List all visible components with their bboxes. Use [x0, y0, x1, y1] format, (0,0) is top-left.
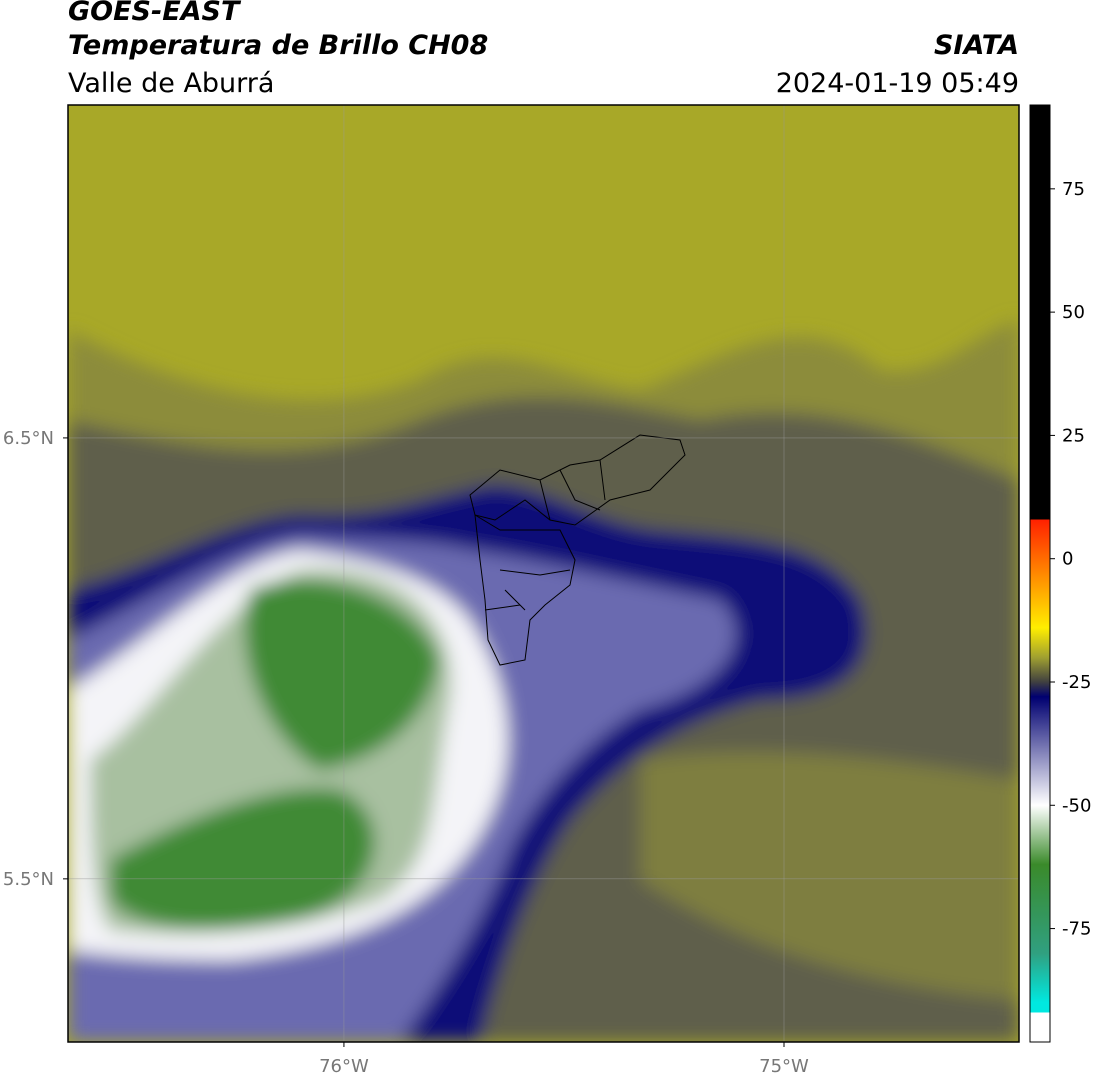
datetime: 2024-01-19 05:49	[776, 68, 1019, 99]
colorbar-tick-label: -25	[1062, 672, 1091, 693]
y-tick-label: 5.5°N	[3, 869, 54, 890]
colorbar-tick-label: 0	[1062, 549, 1073, 570]
satellite-image	[68, 105, 1019, 1042]
colorbar-tick-label: -50	[1062, 795, 1091, 816]
map-frame	[67, 104, 1020, 1043]
colorbar	[1029, 104, 1051, 1043]
title: GOES-EAST	[68, 0, 242, 27]
colorbar-tick-label: -75	[1062, 919, 1091, 940]
x-tick-label: 75°W	[759, 1056, 809, 1077]
colorbar-tick-label: 75	[1062, 179, 1085, 200]
subtitle: Temperatura de Brillo CH08	[68, 30, 488, 61]
colorbar-tick-label: 25	[1062, 425, 1085, 446]
colorbar-tick-label: 50	[1062, 302, 1085, 323]
x-tick-label: 76°W	[319, 1056, 369, 1077]
region: Valle de Aburrá	[68, 68, 274, 99]
y-tick-label: 6.5°N	[3, 428, 54, 449]
source: SIATA	[934, 30, 1019, 61]
